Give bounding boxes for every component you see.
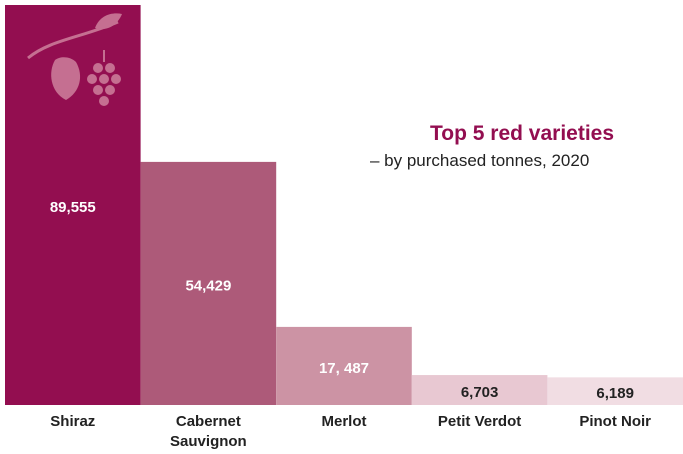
category-label: Cabernet Sauvignon: [170, 413, 247, 450]
value-label: 6,703: [461, 384, 499, 401]
chart-title: Top 5 red varieties: [430, 122, 614, 145]
grape-icon: [27, 13, 122, 106]
value-label: 54,429: [185, 277, 231, 294]
category-label: Shiraz: [50, 413, 96, 430]
value-label: 89,555: [50, 199, 96, 216]
value-label: 6,189: [596, 385, 634, 402]
value-label: 17, 487: [319, 360, 369, 377]
bar: [140, 161, 277, 405]
bar: [547, 377, 683, 405]
chart-subtitle: – by purchased tonnes, 2020: [370, 151, 589, 170]
category-label: Merlot: [321, 413, 367, 430]
bar: [411, 375, 548, 405]
bar: [276, 326, 412, 405]
category-label: Petit Verdot: [437, 413, 522, 430]
category-label: Pinot Noir: [579, 413, 652, 430]
